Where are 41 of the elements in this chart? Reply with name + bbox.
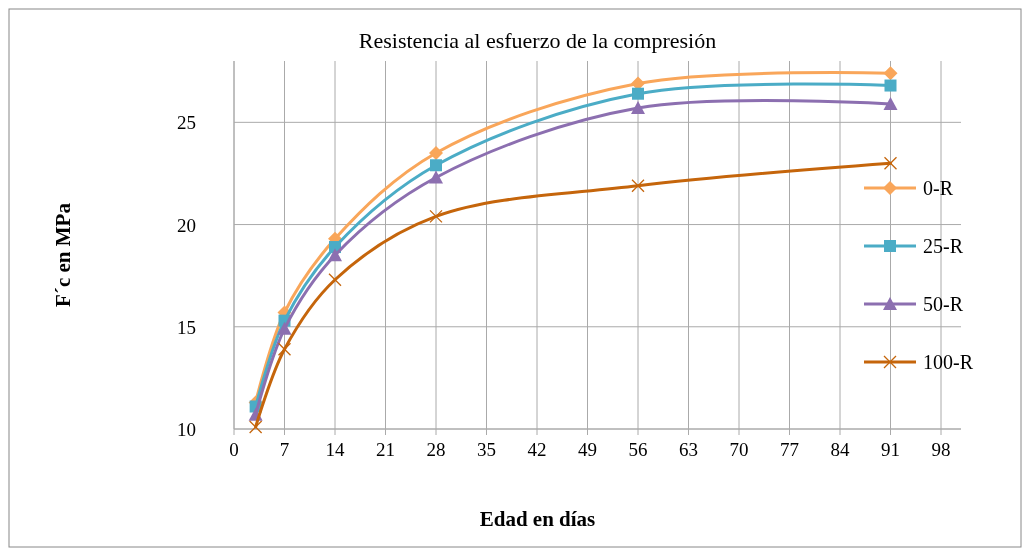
point [883, 66, 898, 81]
legend-label: 50-R [923, 293, 964, 315]
legend-label: 0-R [923, 177, 954, 199]
point [248, 420, 263, 434]
x-tick-label: 21 [376, 439, 395, 460]
legend-label: 100-R [923, 351, 974, 373]
y-tick-label: 10 [177, 419, 196, 440]
x-tick-label: 14 [325, 439, 345, 460]
x-tick-label: 0 [229, 439, 239, 460]
x-tick-label: 84 [830, 439, 850, 460]
point [883, 96, 898, 110]
x-tick-label: 35 [477, 439, 496, 460]
x-tick-label: 98 [931, 439, 951, 460]
point [429, 170, 443, 184]
x-tick-label: 91 [881, 439, 900, 460]
point [884, 79, 897, 92]
y-tick-label: 25 [177, 112, 196, 134]
y-axis-title: F´c en MPa [51, 202, 75, 307]
chart-title: Resistencia al esfuerzo de la compresión [358, 28, 717, 53]
point [430, 159, 442, 172]
x-tick-label: 42 [527, 439, 547, 460]
y-tick-label: 15 [177, 316, 196, 338]
point [631, 179, 645, 193]
x-tick-label: 49 [578, 439, 597, 460]
x-tick-label: 7 [279, 439, 290, 460]
x-tick-label: 28 [426, 439, 446, 460]
legend-label: 25-R [923, 235, 964, 257]
point [429, 209, 443, 224]
x-tick-label: 70 [729, 439, 749, 460]
point [277, 321, 292, 335]
point [631, 101, 645, 115]
point [632, 87, 644, 100]
y-tick-label: 20 [177, 214, 196, 236]
x-tick-label: 56 [628, 439, 648, 460]
point [883, 156, 898, 170]
x-tick-label: 77 [780, 439, 799, 460]
point [429, 146, 443, 160]
x-axis-title: Edad en días [479, 507, 596, 531]
x-tick-label: 63 [679, 439, 698, 460]
point [277, 342, 292, 356]
point [328, 248, 342, 262]
